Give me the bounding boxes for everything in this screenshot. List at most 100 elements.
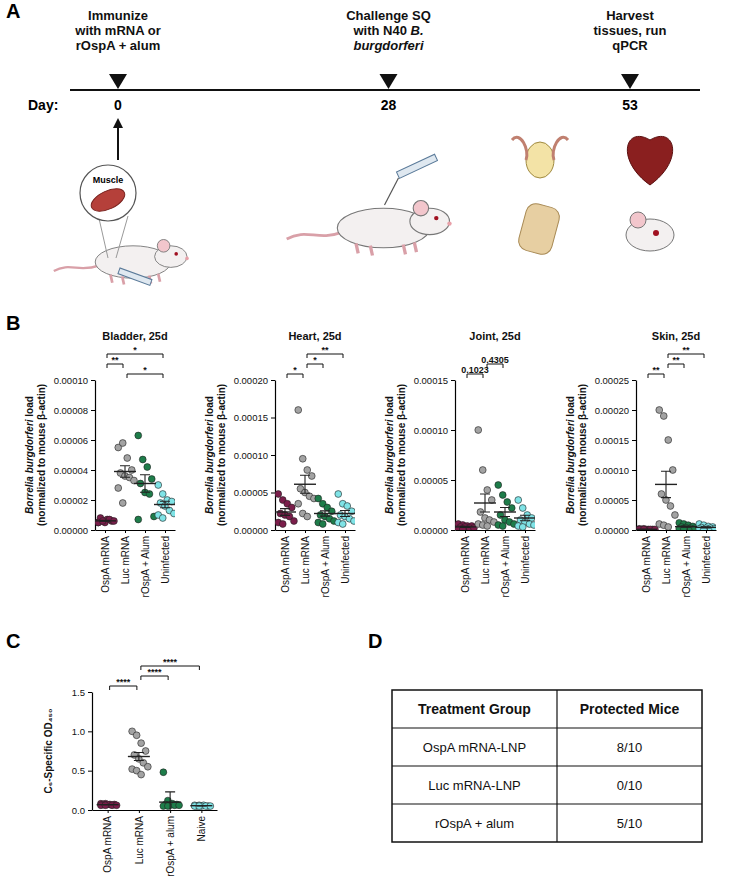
bracket-label: * [143,365,147,375]
text-segment: Borrelia burgdorferi [24,419,35,514]
y-tick: 0.00000 [234,525,275,536]
syringe-needle [384,178,398,205]
text-segment: qPCR [612,38,648,53]
x-tick-mark [325,530,326,533]
mean-line [636,529,657,530]
mouse-leg [111,275,113,283]
y-tick: 0.00010 [54,375,95,386]
x-tick: OspA mRNA [280,530,291,593]
y-tick-label: 0.00020 [595,405,629,416]
y-tick: 0.5 [72,765,92,776]
data-point [304,467,311,474]
text-line: C₆-Specific OD₄₅₀ [43,708,54,793]
arrow-head [113,118,123,128]
x-tick: rOspA + Alum [681,530,692,597]
x-tick-label: Luc mRNA [120,536,131,585]
y-tick-mark [632,530,636,531]
y-tick-mark [451,480,455,481]
data-point [484,487,491,494]
y-tick-label: 0.00005 [595,495,629,506]
plot-marks [455,427,535,530]
y-tick-mark [632,380,636,381]
y-axis-title: Borrelia burgdorferi load(normalized to … [565,384,588,526]
y-tick: 0.00000 [414,525,455,536]
mouse-leg [122,276,124,284]
y-tick-label: 0.00010 [234,450,268,461]
data-point [519,505,526,512]
text-segment: tissues, run [594,23,667,38]
x-tick-mark [485,530,486,533]
event-marker [379,74,397,89]
bracket [467,374,483,378]
x-tick-mark [170,810,171,813]
bracket [107,354,163,358]
y-tick: 0.00008 [54,405,95,416]
mean-line [514,517,535,518]
y-tick: 0.00004 [54,465,95,476]
y-tick: 0.00010 [414,425,455,436]
chart-title: Heart, 25d [288,330,341,342]
y-axis: 0.000000.000050.000100.00015 [414,375,456,536]
y-axis-title: Borrelia burgdorferi load(normalized to … [24,384,47,526]
text-segment: load [204,396,215,419]
y-tick-label: 0.00002 [54,495,88,506]
x-tick-label: Luc mRNA [480,536,491,585]
table-cell: Luc mRNA-LNP [428,778,520,793]
x-tick: Luc mRNA [480,530,491,584]
mean-line [675,526,697,527]
y-tick-mark [88,692,92,693]
data-point [656,407,663,414]
data-point [658,491,665,498]
text-line: rOspA + alum [76,38,160,53]
table-row-line [392,727,702,728]
y-tick: 0.00015 [234,412,275,423]
text-segment: Borrelia burgdorferi [384,419,395,514]
text-line: burgdorferi [353,38,423,53]
tract-icon [512,137,568,160]
y-tick-mark [88,731,92,732]
y-tick-label: 0.00010 [595,465,629,476]
y-axis: 0.00.51.01.5 [72,687,93,816]
y-tick: 0.0 [72,805,92,816]
data-point [176,802,183,809]
data-point [119,440,126,447]
y-tick-mark [271,418,275,419]
y-tick: 0.00015 [595,435,636,446]
data-point [144,763,151,770]
x-tick: Uninfected [520,530,531,584]
text-segment: (normalized to mouse β-actin) [216,384,227,526]
y-tick-label: 0.00015 [595,435,629,446]
x-tick: OspA mRNA [641,530,652,593]
y-tick-mark [91,410,95,411]
y-axis-line [275,381,276,531]
text-segment: Immunize [88,8,148,23]
bracket [307,354,343,358]
text-segment: C₆-Specific OD₄₅₀ [43,708,54,793]
x-tick-mark [666,530,667,533]
arrow-shaft [117,124,119,160]
y-tick-mark [451,530,455,531]
day-number: 53 [622,97,638,113]
data-point [128,467,135,474]
x-axis: OspA mRNALuc mRNArOspA + alumNaive [93,810,218,877]
y-axis-line [455,381,456,531]
x-axis-line [93,810,218,811]
x-tick-mark [305,530,306,533]
y-tick-label: 0.0 [72,805,85,816]
plot-marks [97,728,214,810]
mouse-icon [287,201,452,256]
y-tick-label: 1.0 [72,726,85,737]
data-point [669,467,676,474]
bracket-label: ** [321,345,329,355]
inset-circle [80,165,136,221]
x-tick-label: rOspA + Alum [140,536,151,597]
bracket [668,354,704,358]
mean-line [114,471,136,472]
mean-line [190,805,212,806]
event-marker [621,74,639,89]
x-tick: OspA mRNA [102,810,113,873]
y-tick-label: 0.00005 [414,475,448,486]
joint-icon [516,201,561,256]
head-mark [653,230,659,236]
mean-line [134,483,156,484]
